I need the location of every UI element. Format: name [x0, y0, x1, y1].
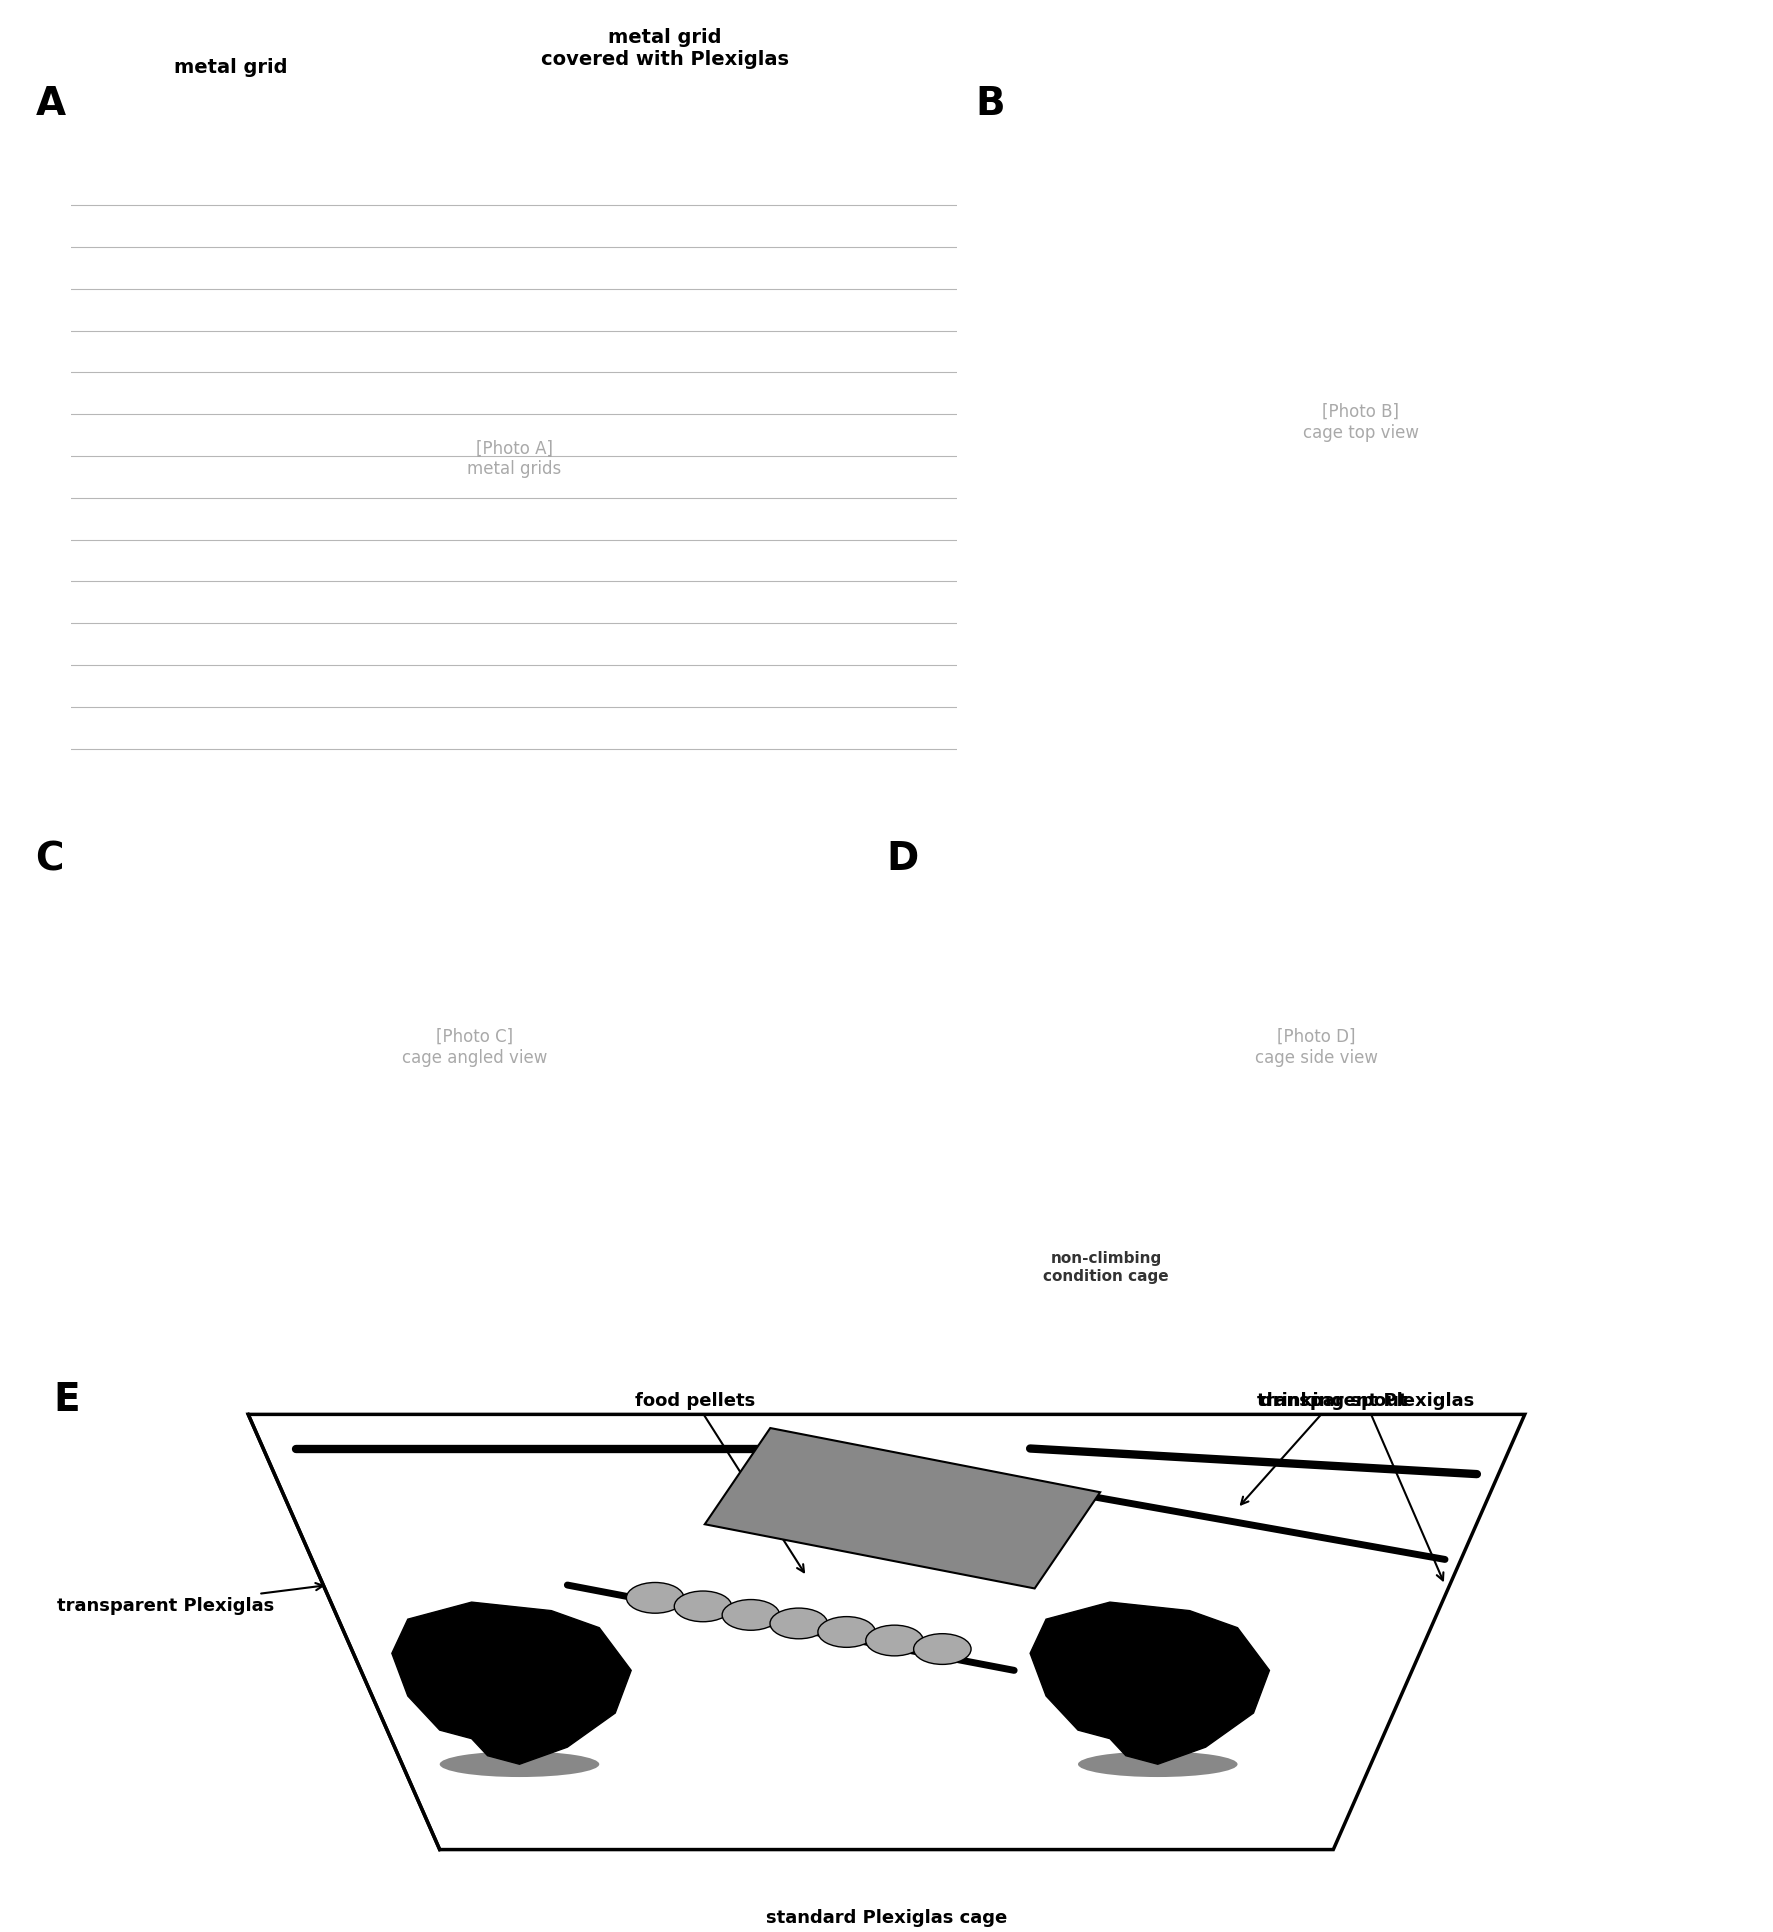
- Polygon shape: [1030, 1602, 1269, 1764]
- Text: non-climbing
condition cage: non-climbing condition cage: [1043, 1252, 1168, 1283]
- Circle shape: [769, 1607, 828, 1638]
- Circle shape: [865, 1625, 924, 1656]
- Text: [Photo C]
cage angled view: [Photo C] cage angled view: [402, 1028, 546, 1066]
- Text: non-climbing
condition cage: non-climbing condition cage: [209, 1252, 335, 1283]
- Text: metal grid
covered with Plexiglas: metal grid covered with Plexiglas: [541, 27, 789, 70]
- Circle shape: [674, 1592, 732, 1621]
- Bar: [706, 1428, 1099, 1588]
- Text: transparent Plexiglas: transparent Plexiglas: [57, 1582, 323, 1615]
- Text: metal grid: metal grid: [174, 58, 287, 77]
- Text: B: B: [975, 85, 1005, 124]
- Text: D: D: [886, 840, 918, 879]
- Text: standard Plexiglas cage: standard Plexiglas cage: [766, 1909, 1007, 1928]
- Ellipse shape: [1078, 1752, 1238, 1777]
- Text: drinking spout: drinking spout: [1241, 1391, 1408, 1505]
- Circle shape: [817, 1617, 876, 1648]
- Text: [Photo A]
metal grids: [Photo A] metal grids: [466, 439, 562, 479]
- Text: [Photo D]
cage side view: [Photo D] cage side view: [1255, 1028, 1378, 1066]
- Circle shape: [913, 1634, 972, 1663]
- Polygon shape: [392, 1602, 631, 1764]
- Text: A: A: [35, 85, 66, 124]
- Circle shape: [626, 1582, 684, 1613]
- Circle shape: [722, 1600, 780, 1631]
- Text: non-climbing
condition cage: non-climbing condition cage: [1388, 701, 1514, 734]
- Ellipse shape: [440, 1752, 599, 1777]
- Text: C: C: [35, 840, 64, 879]
- Text: [Photo B]
cage top view: [Photo B] cage top view: [1303, 404, 1418, 442]
- Text: food pellets: food pellets: [635, 1391, 803, 1573]
- Text: E: E: [53, 1381, 80, 1420]
- Text: transparent Plexiglas: transparent Plexiglas: [1257, 1391, 1473, 1580]
